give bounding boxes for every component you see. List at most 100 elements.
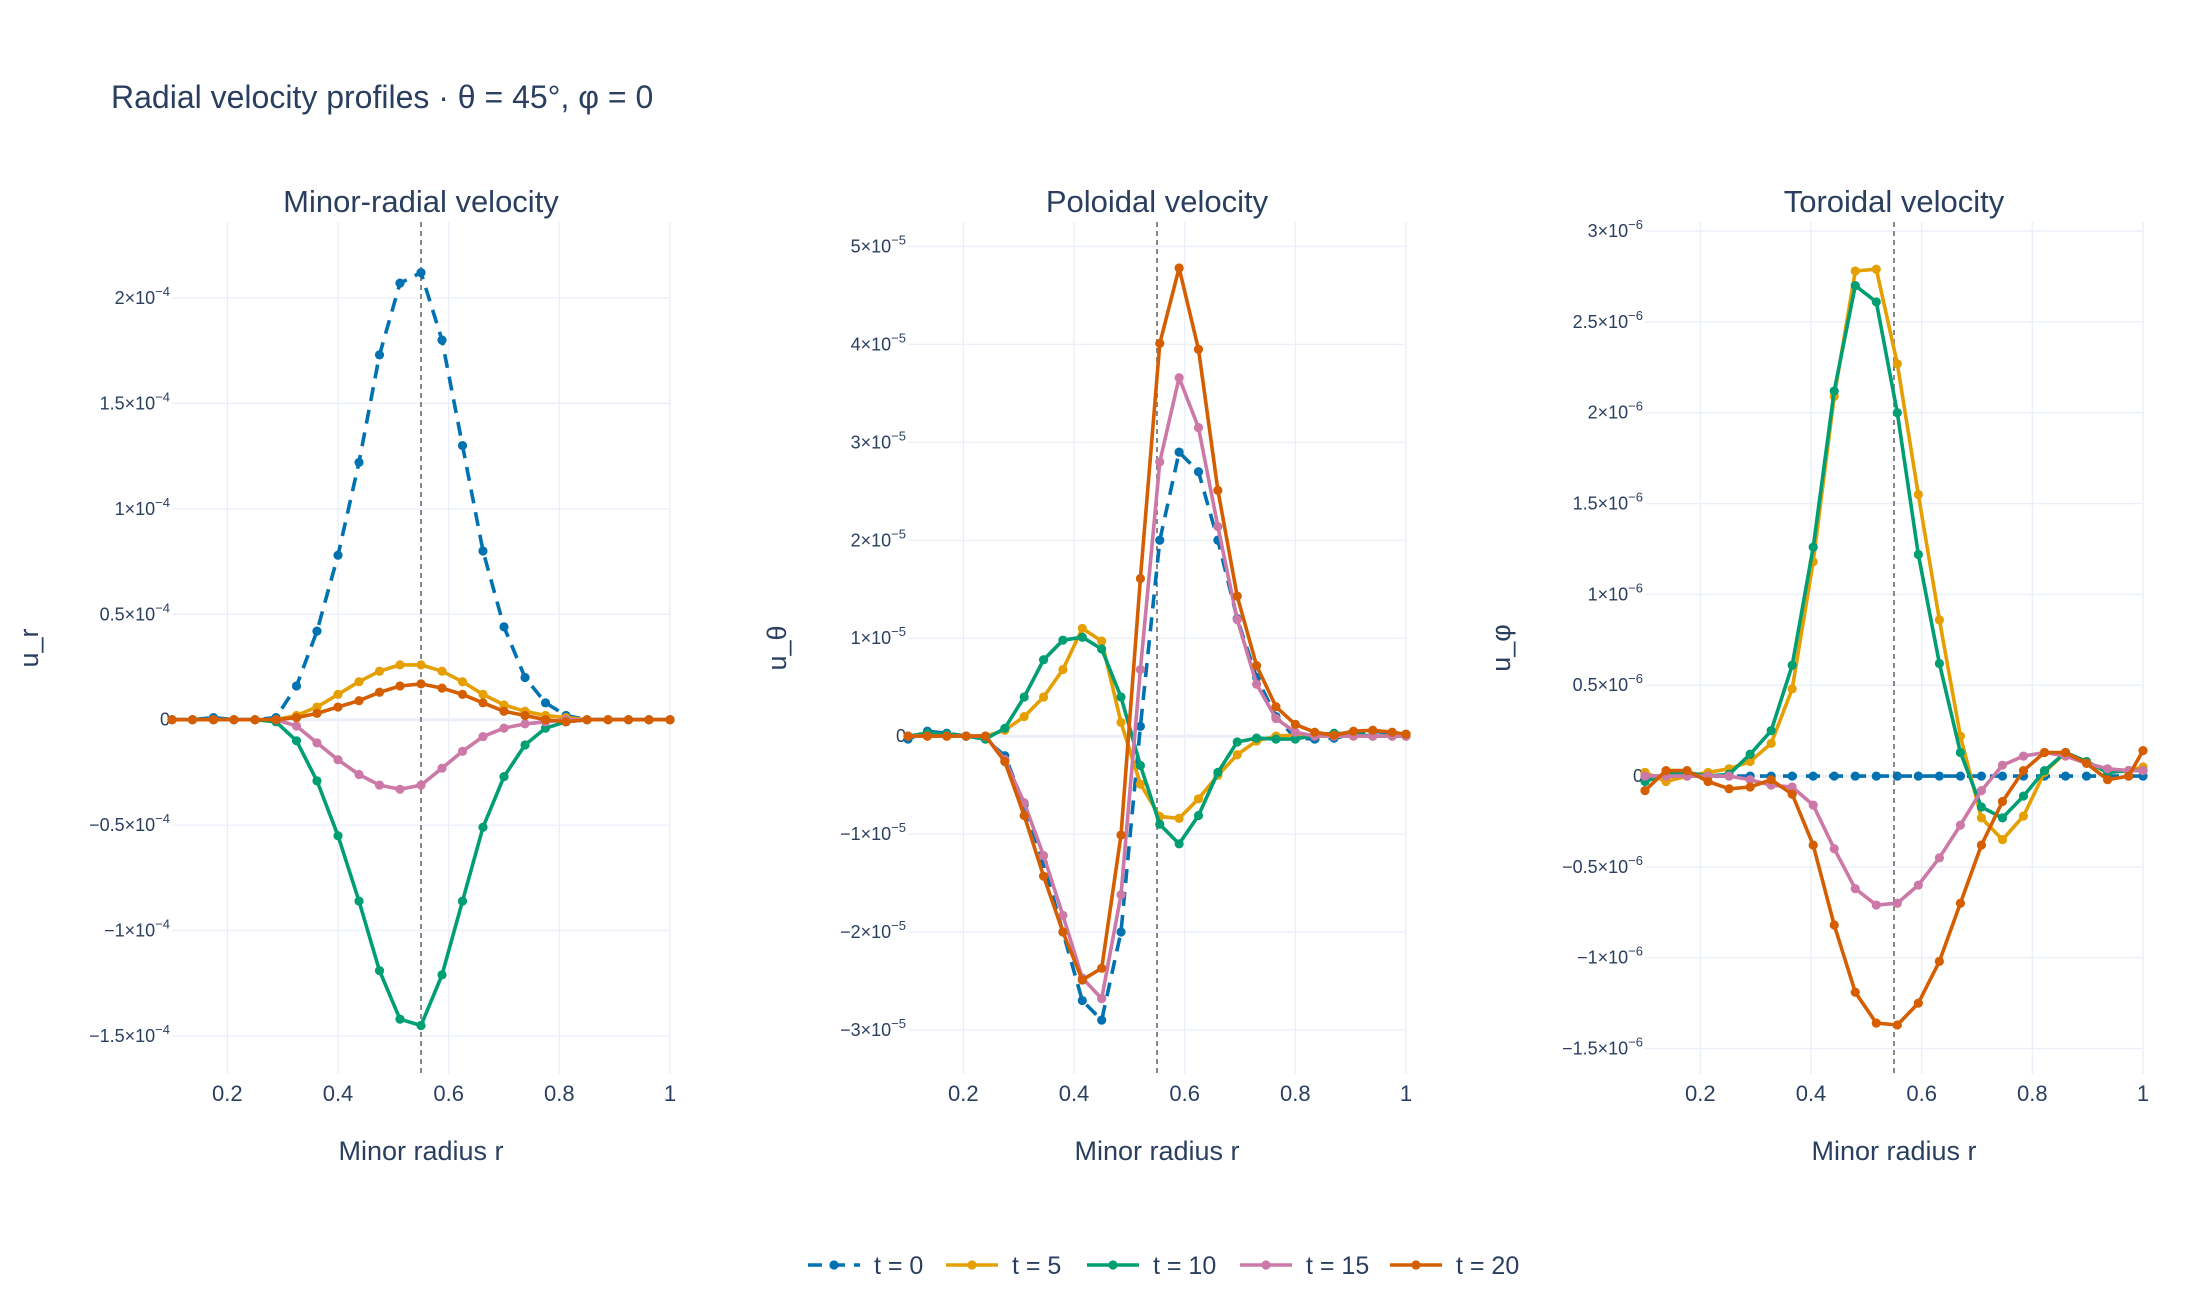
data-point (1997, 771, 2008, 781)
legend[interactable]: t = 0 t = 5 t = 10 t = 15 t = 20 (808, 1252, 1519, 1280)
data-point (1135, 779, 1145, 789)
legend-marker (1261, 1260, 1271, 1270)
legend-item[interactable]: t = 5 (946, 1252, 1061, 1280)
legend-label: t = 5 (1012, 1252, 1061, 1280)
data-point (1640, 771, 1650, 781)
data-point (2018, 791, 2029, 801)
data-point (457, 746, 468, 756)
data-point (1290, 727, 1300, 737)
data-point (250, 715, 260, 725)
data-point (354, 457, 364, 468)
data-point (478, 546, 488, 556)
data-point (457, 677, 468, 687)
data-point (980, 731, 991, 741)
data-point (1077, 975, 1087, 985)
data-point (291, 721, 302, 731)
x-tick-label: 0.4 (323, 1081, 354, 1106)
x-tick-label: 0.2 (1685, 1081, 1716, 1106)
data-point (1976, 771, 1987, 781)
data-point (1682, 766, 1692, 776)
legend-item[interactable]: t = 15 (1240, 1252, 1369, 1280)
data-point (1934, 956, 1944, 966)
data-point (208, 715, 219, 725)
data-point (1850, 771, 1860, 781)
data-point (291, 736, 302, 746)
data-point (1252, 661, 1262, 671)
legend-item[interactable]: t = 20 (1390, 1252, 1519, 1280)
y-tick-label: 5×10−5 (851, 232, 906, 256)
data-point (333, 755, 343, 765)
legend-item[interactable]: t = 0 (808, 1252, 923, 1280)
data-point (333, 831, 343, 841)
data-point (1387, 727, 1397, 737)
data-point (1766, 775, 1776, 785)
data-point (478, 689, 488, 699)
data-point (374, 666, 385, 676)
data-point (1135, 760, 1145, 771)
data-point (229, 715, 239, 725)
data-point (1252, 679, 1262, 689)
legend-item[interactable]: t = 10 (1087, 1252, 1216, 1280)
data-point (1871, 771, 1881, 781)
data-point (1155, 535, 1165, 545)
data-point (603, 715, 613, 725)
data-point (1038, 692, 1049, 702)
data-point (1271, 713, 1281, 724)
y-tick-label: 0 (160, 710, 170, 730)
data-point (1871, 900, 1881, 910)
data-point (478, 822, 488, 832)
y-tick-label: 0 (896, 726, 906, 746)
data-point (1019, 810, 1029, 821)
data-point (1155, 457, 1165, 467)
data-point (457, 440, 468, 451)
data-point (1766, 726, 1776, 736)
data-point (1850, 987, 1860, 997)
data-point (437, 666, 447, 676)
y-tick-label: −1×10−4 (104, 917, 170, 941)
data-point (499, 772, 509, 782)
data-point (1193, 467, 1204, 477)
data-point (291, 681, 302, 691)
data-point (2124, 771, 2134, 781)
legend-label: t = 15 (1306, 1252, 1369, 1280)
data-point (291, 712, 302, 723)
x-tick-label: 0.6 (433, 1081, 464, 1106)
data-point (922, 731, 932, 741)
data-point (1329, 730, 1339, 740)
x-tick-label: 0.8 (1280, 1081, 1311, 1106)
y-tick-label: 2×10−4 (115, 284, 170, 308)
data-point (1787, 771, 1797, 781)
data-point (1850, 280, 1860, 291)
data-point (1000, 723, 1010, 733)
data-point (499, 706, 509, 716)
data-point (1955, 820, 1965, 830)
subplot-title: Minor-radial velocity (283, 184, 559, 219)
data-point (1193, 794, 1204, 804)
data-point (478, 731, 488, 742)
data-point (1174, 839, 1184, 849)
data-point (1038, 851, 1049, 861)
data-point (1116, 830, 1126, 840)
data-point (1745, 775, 1755, 785)
data-point (1976, 840, 1987, 850)
data-point (1135, 721, 1145, 731)
data-point (540, 715, 551, 725)
data-point (354, 896, 364, 906)
y-tick-label: −0.5×10−4 (89, 811, 170, 835)
data-point (1808, 840, 1818, 850)
data-point (167, 715, 177, 725)
data-point (354, 677, 364, 687)
panel-3: 0.2 0.4 0.6 0.8 1 −1.5×10−6 −1×10−6 −0.5×10−6 0 0… (1486, 184, 2149, 1166)
data-point (961, 731, 971, 741)
data-point (457, 896, 468, 906)
y-axis-label: u_θ (762, 625, 792, 670)
data-point (1997, 835, 2008, 845)
data-point (2060, 771, 2071, 781)
data-point (520, 719, 530, 729)
legend-marker (1108, 1260, 1118, 1270)
x-axis-label: Minor radius r (1811, 1136, 1976, 1166)
data-point (1174, 263, 1184, 273)
data-point (1892, 1020, 1902, 1030)
data-point (1850, 884, 1860, 894)
data-point (561, 717, 571, 727)
